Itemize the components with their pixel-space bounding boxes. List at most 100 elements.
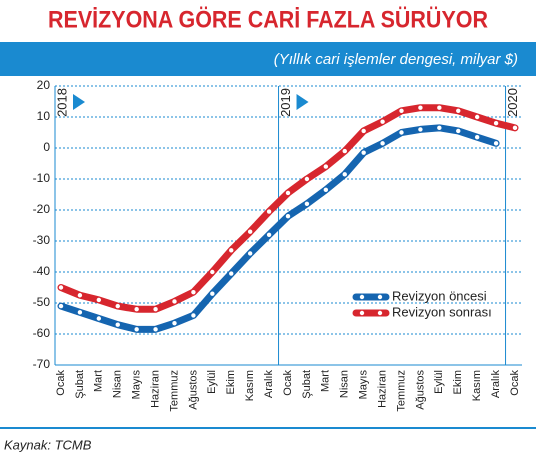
x-tick-label: Ocak: [282, 370, 294, 396]
data-point: [134, 307, 139, 312]
legend-label: Revizyon öncesi: [392, 288, 487, 303]
y-tick-label: -20: [33, 202, 51, 216]
x-tick-label: Şubat: [301, 370, 313, 399]
data-point: [342, 148, 347, 154]
data-point: [153, 327, 158, 332]
data-point: [456, 128, 461, 134]
subtitle-band: [0, 42, 536, 76]
x-tick-label: Eylül: [433, 370, 445, 394]
year-label: 2019: [278, 88, 293, 117]
source: Kaynak: TCMB: [4, 437, 92, 452]
data-point: [399, 108, 404, 114]
data-point: [96, 316, 102, 321]
x-tick-label: Ekim: [225, 370, 237, 394]
data-point: [418, 127, 423, 132]
y-tick-label: -10: [33, 171, 51, 185]
data-point: [247, 251, 253, 256]
data-point: [493, 141, 499, 146]
data-point: [247, 229, 253, 234]
x-tick-label: Nisan: [112, 370, 124, 398]
data-point: [115, 322, 120, 327]
x-tick-label: Ekim: [452, 370, 464, 394]
data-point: [342, 172, 347, 177]
data-point: [418, 105, 423, 110]
y-tick-label: 10: [37, 109, 51, 123]
data-point: [285, 190, 291, 196]
data-point: [172, 299, 177, 304]
data-point: [210, 291, 215, 296]
x-tick-label: Temmuz: [395, 370, 407, 412]
data-point: [266, 209, 272, 214]
x-tick-label: Mayıs: [358, 370, 370, 400]
data-point: [493, 121, 499, 126]
chart-title: REVİZYONA GÖRE CARİ FAZLA SÜRÜYOR: [48, 6, 488, 33]
subtitle: (Yıllık cari işlemler dengesi, milyar $): [274, 51, 518, 68]
x-tick-label: Mayıs: [131, 370, 143, 400]
data-point: [323, 187, 329, 193]
year-label: 2020: [505, 88, 520, 117]
data-point: [58, 303, 64, 309]
data-point: [361, 150, 366, 155]
legend-dot: [377, 294, 383, 300]
data-point: [77, 293, 83, 298]
data-point: [456, 108, 461, 114]
x-tick-label: Ocak: [509, 370, 521, 396]
x-tick-label: Aralık: [263, 370, 275, 399]
data-point: [210, 269, 215, 275]
x-tick-label: Şubat: [74, 370, 86, 399]
data-point: [77, 310, 83, 315]
y-tick-label: -60: [33, 326, 51, 340]
data-point: [172, 320, 177, 326]
x-tick-label: Ağustos: [187, 370, 199, 410]
y-tick-label: -50: [33, 295, 51, 309]
data-point: [437, 125, 442, 131]
series-line: [57, 104, 519, 313]
data-point: [229, 248, 234, 253]
x-tick-label: Temmuz: [168, 370, 180, 412]
data-point: [191, 313, 196, 318]
x-tick-label: Ocak: [55, 370, 67, 396]
x-tick-label: Mart: [93, 370, 105, 392]
x-tick-label: Ağustos: [414, 370, 426, 410]
data-point: [266, 232, 272, 237]
data-point: [191, 289, 196, 295]
data-point: [304, 176, 310, 182]
y-tick-label: -70: [33, 357, 51, 371]
data-point: [96, 297, 102, 303]
data-point: [474, 114, 480, 120]
data-point: [380, 119, 385, 124]
data-point: [361, 128, 366, 134]
data-point: [134, 327, 139, 332]
data-point: [115, 303, 120, 309]
x-tick-label: Kasım: [471, 370, 483, 401]
y-tick-label: -40: [33, 264, 51, 278]
data-point: [474, 134, 480, 140]
data-point: [380, 141, 385, 146]
data-point: [229, 271, 234, 276]
year-arrow: [73, 94, 85, 110]
y-tick-label: -30: [33, 233, 51, 247]
data-point: [304, 201, 310, 206]
data-point: [58, 285, 64, 290]
data-point: [399, 130, 404, 135]
legend-dot: [377, 310, 383, 316]
x-tick-label: Eylül: [206, 370, 218, 394]
data-point: [153, 307, 158, 312]
legend-dot: [359, 310, 365, 316]
x-tick-label: Mart: [320, 370, 332, 392]
x-tick-label: Haziran: [149, 370, 161, 408]
x-tick-label: Nisan: [339, 370, 351, 398]
data-point: [285, 214, 291, 219]
legend-dot: [359, 294, 365, 300]
data-point: [437, 105, 442, 110]
x-tick-label: Kasım: [244, 370, 256, 401]
data-point: [512, 125, 518, 131]
y-tick-label: 0: [43, 140, 50, 154]
series-line: [57, 124, 500, 333]
y-tick-label: 20: [37, 78, 51, 92]
x-tick-label: Haziran: [376, 370, 388, 408]
legend-label: Revizyon sonrası: [392, 304, 492, 319]
year-label: 2018: [54, 88, 69, 117]
data-point: [323, 164, 329, 169]
